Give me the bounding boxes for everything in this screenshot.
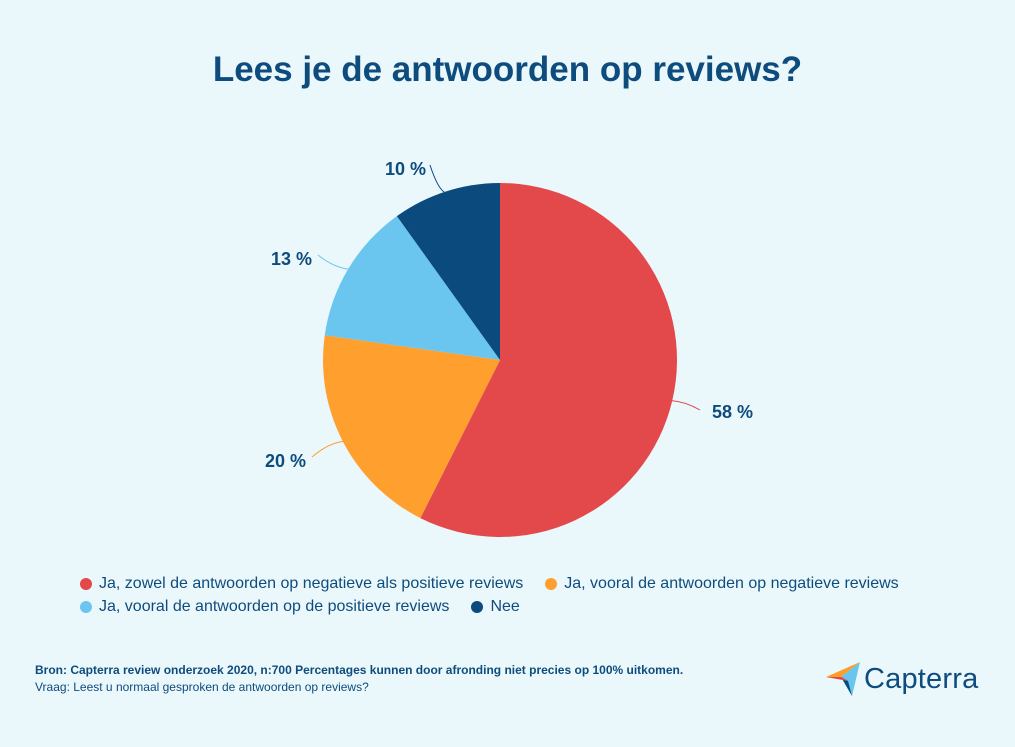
leader-line	[670, 399, 701, 411]
legend-item-nee: Nee	[471, 597, 520, 616]
pie-slice	[322, 335, 500, 519]
source-line: Bron: Capterra review onderzoek 2020, n:…	[35, 663, 684, 677]
data-label: 20 %	[265, 451, 306, 471]
legend-item-ja-positieve: Ja, vooral de antwoorden op de positieve…	[80, 598, 449, 616]
data-label: 13 %	[271, 249, 312, 269]
legend-label: Nee	[490, 597, 520, 615]
leader-line	[429, 164, 447, 194]
capterra-arrow-icon	[826, 662, 860, 696]
pie-slice	[420, 183, 677, 537]
legend-label: Ja, vooral de antwoorden op de positieve…	[99, 597, 450, 615]
capterra-wordmark: Capterra	[864, 662, 979, 695]
legend-label: Ja, zowel de antwoorden op negatieve als…	[99, 574, 524, 592]
pie-slice	[324, 216, 500, 360]
data-label: 58 %	[712, 402, 753, 422]
legend-marker	[80, 600, 92, 613]
source-note: Bron: Capterra review onderzoek 2020, n:…	[35, 662, 683, 696]
legend-marker	[545, 577, 558, 590]
pie-slice	[396, 183, 500, 360]
pie-chart: 58 % 20 % 13 % 10 %	[265, 159, 753, 537]
legend: Ja, zowel de antwoorden op negatieve als…	[80, 572, 960, 618]
capterra-logo: Capterra	[826, 662, 978, 696]
legend-label: Ja, vooral de antwoorden op negatieve re…	[564, 574, 899, 592]
chart-title: Lees je de antwoorden op reviews?	[212, 50, 803, 89]
legend-item-ja-zowel: Ja, zowel de antwoorden op negatieve als…	[80, 575, 523, 593]
legend-item-ja-negatieve: Ja, vooral de antwoorden op negatieve re…	[545, 574, 899, 593]
leader-line	[311, 440, 345, 458]
legend-marker	[471, 600, 484, 613]
question-line: Vraag: Leest u normaal gesproken de antw…	[35, 680, 369, 694]
leader-line	[317, 254, 351, 270]
data-label: 10 %	[385, 159, 426, 179]
legend-marker	[80, 577, 92, 590]
